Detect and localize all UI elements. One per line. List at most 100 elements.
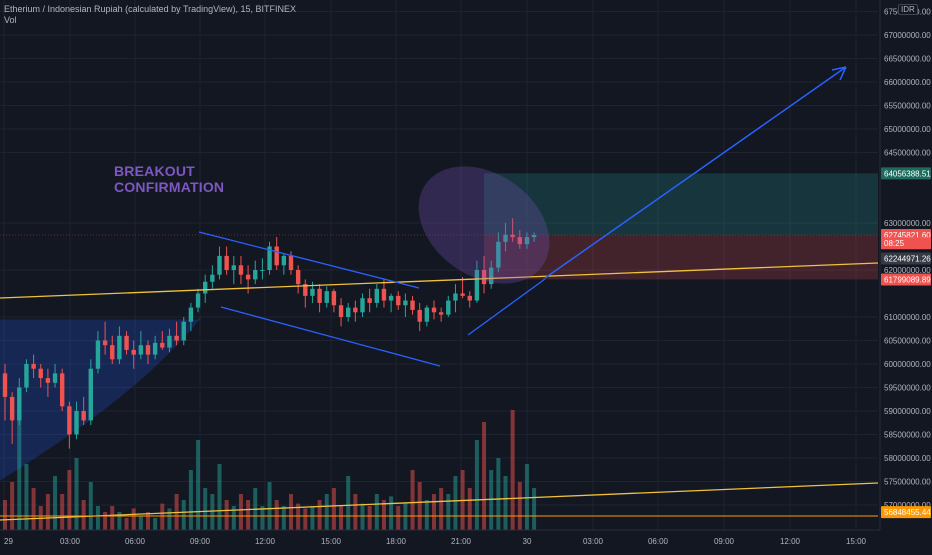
candle-body: [145, 345, 151, 355]
volume-bar: [360, 503, 365, 530]
grid: [0, 0, 878, 530]
candle-body: [453, 293, 458, 301]
volume-bar: [167, 508, 172, 530]
candle-body: [210, 274, 215, 282]
volume-bar: [31, 488, 36, 530]
volume-bar: [146, 512, 150, 530]
candle-body: [510, 234, 515, 238]
volume-bar: [110, 506, 115, 530]
volume-bar: [410, 470, 415, 530]
candle-body: [231, 265, 236, 270]
time-axis: [0, 530, 932, 550]
candle-body: [110, 345, 115, 360]
volume-series: [3, 410, 537, 530]
volume-bar: [496, 458, 501, 530]
candle-body: [188, 307, 194, 322]
time-tick-label: 30: [523, 537, 532, 546]
volume-bar: [95, 506, 100, 530]
price-badge: [881, 273, 931, 286]
time-tick-label: 12:00: [255, 537, 276, 546]
candle-body: [496, 241, 501, 268]
time-tick-label: 15:00: [321, 537, 342, 546]
candle-body: [167, 335, 172, 348]
price-badge-label: 61799089.89: [884, 275, 931, 284]
time-tick-label: 09:00: [190, 537, 211, 546]
volume-bar: [432, 494, 436, 530]
time-tick-label: 12:00: [780, 537, 801, 546]
candle-series: [2, 218, 537, 449]
price-tick-label: 62000000.00: [884, 266, 931, 275]
price-badge: [881, 167, 931, 180]
volume-bar: [446, 494, 451, 530]
target-zone: [484, 173, 878, 235]
volume-bar: [417, 482, 422, 530]
candle-body: [138, 345, 144, 355]
price-badge-label: 56848455.44: [884, 508, 931, 517]
volume-bar: [224, 500, 229, 530]
volume-bar: [296, 503, 301, 530]
candle-body: [374, 288, 379, 303]
candle-body: [131, 349, 136, 355]
volume-bar: [517, 482, 522, 530]
candle-body: [267, 246, 272, 270]
candle-body: [288, 255, 294, 270]
candle-body: [274, 246, 279, 266]
projection-arrow-line: [544, 66, 847, 279]
volume-bar: [131, 508, 136, 530]
price-tick-label: 61000000.00: [884, 313, 931, 322]
volume-bar: [231, 506, 236, 530]
time-tick-label: 03:00: [60, 537, 81, 546]
candle-body: [31, 364, 36, 369]
candle-body: [410, 300, 415, 310]
volume-bar: [453, 476, 458, 530]
chart-header: Etherium / Indonesian Rupiah (calculated…: [4, 4, 296, 26]
currency-badge[interactable]: IDR: [898, 4, 918, 15]
volume-bar: [439, 488, 444, 530]
volume-bar: [324, 494, 329, 530]
candle-body: [174, 335, 179, 341]
volume-bar: [389, 496, 394, 530]
annotation-line-1: BREAKOUT: [114, 163, 195, 179]
annotation-line-2: CONFIRMATION: [114, 179, 225, 195]
time-tick-label: 15:00: [846, 537, 867, 546]
price-badge-label: 08:25: [884, 239, 905, 248]
price-tick-label: 63000000.00: [884, 219, 931, 228]
volume-bar: [317, 500, 322, 530]
candle-body: [38, 368, 43, 379]
price-tick-label: 58500000.00: [884, 431, 931, 440]
volume-bar: [17, 416, 22, 530]
volume-bar: [53, 476, 58, 530]
price-tick-label: 59000000.00: [884, 407, 931, 416]
volume-bar: [503, 476, 508, 530]
candle-body: [2, 373, 8, 397]
candle-body: [360, 298, 365, 313]
volume-bar: [81, 500, 86, 530]
volume-bar: [510, 410, 515, 530]
price-tick-label: 67000000.00: [884, 31, 931, 40]
candle-body: [181, 321, 186, 341]
volume-trendline: [0, 482, 879, 521]
volume-bar: [281, 506, 286, 530]
price-tick-label: 65000000.00: [884, 125, 931, 134]
candle-body: [74, 411, 79, 435]
volume-bar: [267, 482, 272, 530]
volume-bar: [45, 494, 50, 530]
volume-bar: [153, 518, 158, 530]
volume-bar: [339, 506, 344, 530]
volume-bar: [532, 488, 537, 530]
volume-bar: [188, 470, 193, 530]
ascending-triangle-shape: [0, 316, 201, 481]
candle-body: [324, 291, 329, 303]
candle-body: [331, 291, 337, 306]
volume-bar: [3, 500, 7, 530]
volume-legend-label: Vol: [4, 15, 17, 25]
volume-bar: [260, 506, 265, 530]
volume-bar: [103, 512, 108, 530]
volume-bar: [310, 506, 315, 530]
candle-body: [381, 288, 387, 301]
time-tick-label: 29: [4, 537, 13, 546]
price-tick-label: 57000000.00: [884, 501, 931, 510]
price-badge-label: 62745821.60: [884, 231, 931, 240]
